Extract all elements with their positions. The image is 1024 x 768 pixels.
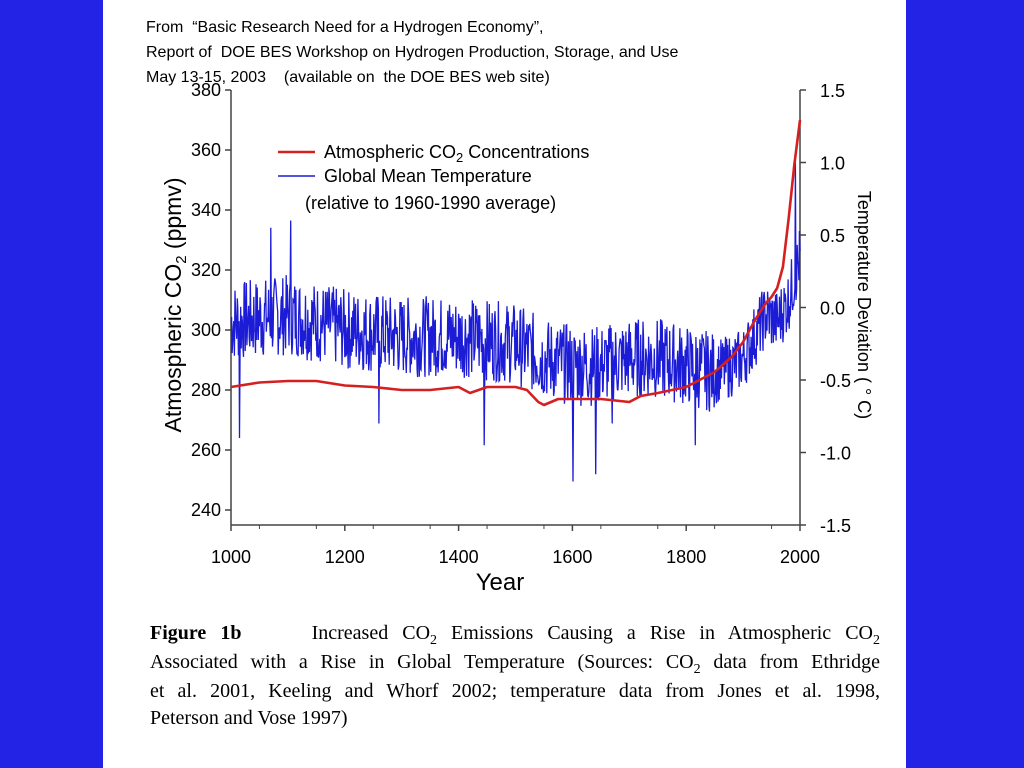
y-right-tick-label: 1.0 bbox=[820, 154, 845, 174]
y-right-ticks: 1.5 1.0 0.5 0.0 -0.5 -1.0 -1.5 bbox=[800, 81, 851, 536]
x-tick-label: 1600 bbox=[552, 547, 592, 567]
co2-series-line bbox=[230, 119, 802, 407]
figure-caption: Figure 1b Increased CO2 Emissions Causin… bbox=[150, 620, 880, 732]
y-left-tick-label: 280 bbox=[191, 380, 221, 400]
y-left-tick-label: 260 bbox=[191, 440, 221, 460]
temperature-series-line bbox=[230, 162, 801, 482]
x-tick-label: 1000 bbox=[211, 547, 251, 567]
y-right-tick-label: 1.5 bbox=[820, 81, 845, 101]
legend: Atmospheric CO2 Concentrations Global Me… bbox=[278, 142, 589, 213]
y-right-tick-label: -0.5 bbox=[820, 371, 851, 391]
y-right-axis-label: Temperature Deviation ( ° C) bbox=[854, 191, 874, 419]
caption-line-2: Associated with a Rise in Global Tempera… bbox=[150, 651, 880, 677]
legend-temperature-label: Global Mean Temperature bbox=[324, 166, 532, 186]
caption-line-4: Peterson and Vose 1997) bbox=[150, 707, 348, 729]
legend-co2-label: Atmospheric CO2 Concentrations bbox=[324, 142, 589, 165]
source-title: From “Basic Research Need for a Hydrogen… bbox=[146, 19, 544, 36]
y-left-tick-label: 340 bbox=[191, 200, 221, 220]
y-right-tick-label: 0.5 bbox=[820, 226, 845, 246]
x-tick-label: 1400 bbox=[439, 547, 479, 567]
y-right-tick-label: -1.5 bbox=[820, 516, 851, 536]
caption-label: Figure 1b bbox=[150, 622, 242, 644]
caption-line-1: Figure 1b Increased CO2 Emissions Causin… bbox=[150, 622, 881, 648]
x-ticks: 1000 1200 1400 1600 1800 2000 bbox=[211, 525, 820, 567]
x-tick-label: 2000 bbox=[780, 547, 820, 567]
legend-note: (relative to 1960-1990 average) bbox=[305, 193, 556, 213]
y-left-tick-label: 320 bbox=[191, 260, 221, 280]
y-left-tick-label: 300 bbox=[191, 320, 221, 340]
y-right-tick-label: 0.0 bbox=[820, 299, 845, 319]
caption-line-3: et al. 2001, Keeling and Whorf 2002; tem… bbox=[150, 680, 880, 702]
slide: From “Basic Research Need for a Hydrogen… bbox=[103, 0, 906, 768]
y-left-tick-label: 380 bbox=[191, 80, 221, 100]
x-axis-label: Year bbox=[476, 569, 525, 596]
y-left-ticks: 380 360 340 320 300 280 260 240 bbox=[191, 80, 231, 520]
y-right-tick-label: -1.0 bbox=[820, 444, 851, 464]
x-tick-label: 1800 bbox=[666, 547, 706, 567]
y-left-axis-label: Atmospheric CO2 (ppmv) bbox=[160, 177, 190, 432]
y-left-tick-label: 360 bbox=[191, 140, 221, 160]
co2-temperature-chart: 1000 1200 1400 1600 1800 2000 380 360 340 320 300… bbox=[160, 80, 874, 596]
x-tick-label: 1200 bbox=[325, 547, 365, 567]
y-left-tick-label: 240 bbox=[191, 500, 221, 520]
source-report: Report of DOE BES Workshop on Hydrogen P… bbox=[146, 44, 679, 61]
source-date: May 13-15, 2003 (available on the DOE BE… bbox=[146, 69, 550, 86]
